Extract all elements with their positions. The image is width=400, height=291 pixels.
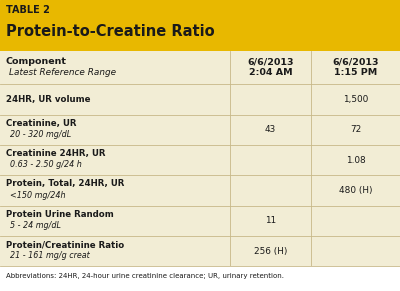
- Text: 1:15 PM: 1:15 PM: [334, 68, 377, 77]
- Text: Component: Component: [6, 57, 66, 66]
- Text: Protein, Total, 24HR, UR: Protein, Total, 24HR, UR: [6, 180, 124, 189]
- Text: Creatinine 24HR, UR: Creatinine 24HR, UR: [6, 149, 105, 158]
- Text: TABLE 2: TABLE 2: [6, 5, 50, 15]
- Text: Creatinine, UR: Creatinine, UR: [6, 119, 76, 128]
- Text: 2:04 AM: 2:04 AM: [249, 68, 292, 77]
- Text: 256 (H): 256 (H): [254, 246, 287, 255]
- Text: 24HR, UR volume: 24HR, UR volume: [6, 95, 90, 104]
- Text: Latest Reference Range: Latest Reference Range: [9, 68, 116, 77]
- Text: 11: 11: [265, 216, 276, 225]
- Text: 72: 72: [350, 125, 361, 134]
- Text: 5 - 24 mg/dL: 5 - 24 mg/dL: [10, 221, 62, 230]
- Text: Protein-to-Creatine Ratio: Protein-to-Creatine Ratio: [6, 24, 215, 40]
- Text: 0.63 - 2.50 g/24 h: 0.63 - 2.50 g/24 h: [10, 160, 82, 169]
- Text: 6/6/2013: 6/6/2013: [332, 57, 379, 66]
- Text: 20 - 320 mg/dL: 20 - 320 mg/dL: [10, 130, 72, 139]
- Text: Protein Urine Random: Protein Urine Random: [6, 210, 113, 219]
- Text: <150 mg/24h: <150 mg/24h: [10, 191, 66, 200]
- Text: 1,500: 1,500: [343, 95, 368, 104]
- Text: 6/6/2013: 6/6/2013: [247, 57, 294, 66]
- Text: Protein/Creatinine Ratio: Protein/Creatinine Ratio: [6, 240, 124, 249]
- Text: 1.08: 1.08: [346, 156, 366, 165]
- Text: 21 - 161 mg/g creat: 21 - 161 mg/g creat: [10, 251, 90, 260]
- Text: 480 (H): 480 (H): [339, 186, 372, 195]
- Text: 43: 43: [265, 125, 276, 134]
- Text: Abbreviations: 24HR, 24-hour urine creatinine clearance; UR, urinary retention.: Abbreviations: 24HR, 24-hour urine creat…: [6, 273, 284, 279]
